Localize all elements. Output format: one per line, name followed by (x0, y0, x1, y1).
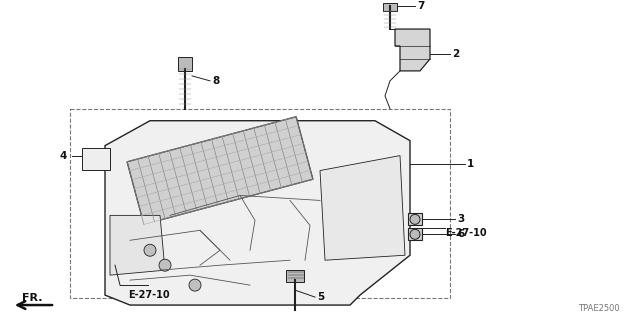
Text: 8: 8 (212, 76, 220, 86)
Bar (82, 148, 110, 170)
Polygon shape (395, 29, 430, 71)
Circle shape (159, 259, 171, 271)
Text: 3: 3 (457, 214, 464, 224)
Text: FR.: FR. (22, 293, 42, 303)
Polygon shape (127, 117, 313, 224)
Circle shape (410, 229, 420, 239)
Circle shape (144, 244, 156, 256)
Polygon shape (110, 215, 165, 275)
Text: 6: 6 (457, 229, 464, 239)
Polygon shape (320, 156, 405, 260)
Polygon shape (105, 121, 410, 305)
Text: 7: 7 (417, 1, 424, 11)
Circle shape (410, 214, 420, 224)
Circle shape (189, 279, 201, 291)
Bar (408, 213, 422, 225)
Bar (70, 109, 450, 298)
Text: 4: 4 (60, 151, 67, 161)
Text: TPAE2500: TPAE2500 (579, 304, 620, 313)
Text: E-27-10: E-27-10 (128, 290, 170, 300)
Text: 5: 5 (317, 292, 324, 302)
Text: 1: 1 (467, 159, 474, 169)
Bar (408, 228, 422, 240)
Bar (178, 57, 192, 71)
Text: E-27-10: E-27-10 (445, 228, 486, 238)
Bar (286, 270, 304, 282)
Text: 2: 2 (452, 49, 460, 59)
Bar (383, 3, 397, 11)
